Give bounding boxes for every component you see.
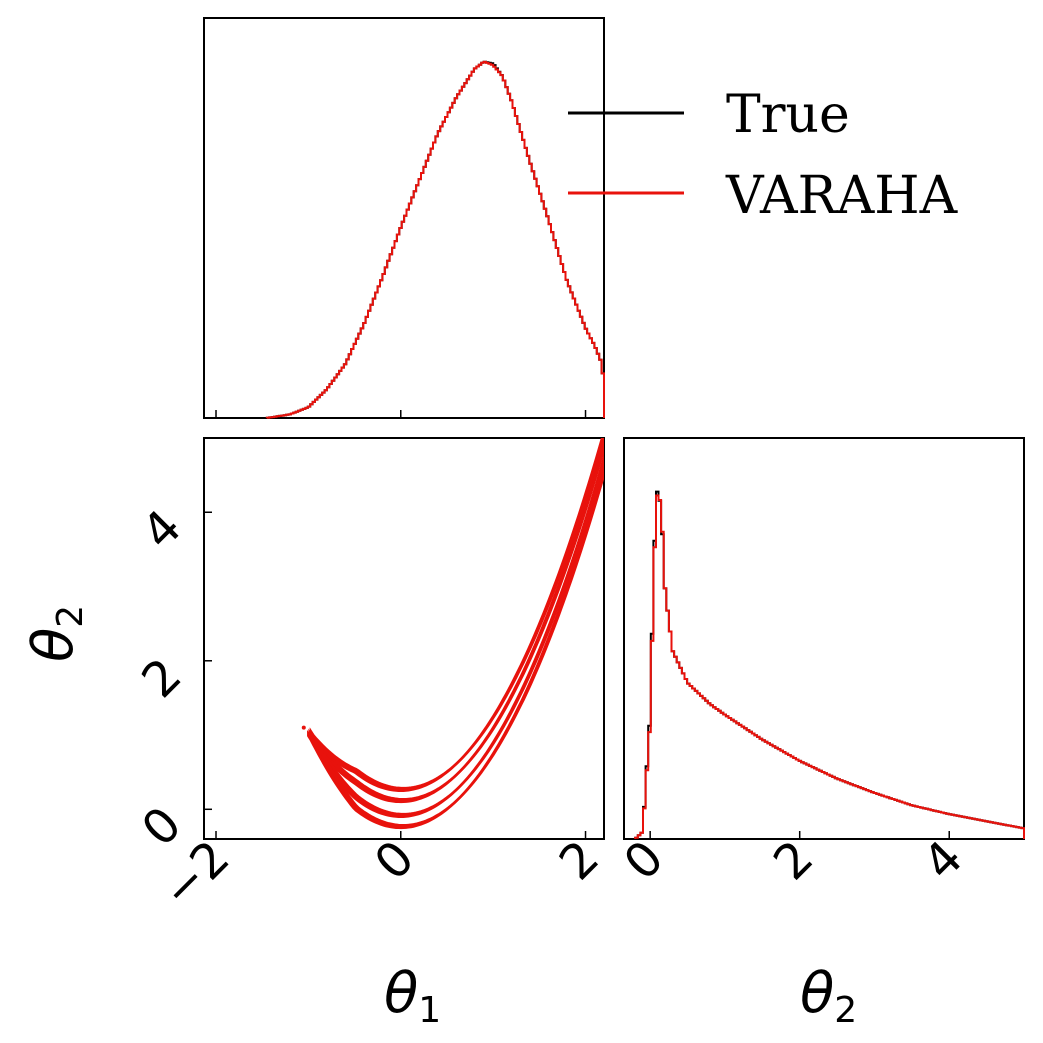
joint-contour-varaha-0-0 xyxy=(307,438,604,818)
joint-contours xyxy=(301,438,604,830)
joint-outlier-point xyxy=(301,725,306,730)
joint-contour-clip xyxy=(301,438,604,830)
panel-theta1-marginal-frame xyxy=(203,17,605,419)
panel-theta2-marginal-frame xyxy=(623,437,1025,840)
joint-contour-varaha-1-1 xyxy=(308,438,604,828)
x-axis-label-theta2: θ2 xyxy=(800,961,857,1031)
x-axis-label-theta1-symbol: θ xyxy=(384,961,418,1026)
joint-ytick-label-1: 2 xyxy=(131,648,192,709)
legend: True VARAHA xyxy=(568,85,959,226)
joint-ytick-label-2: 4 xyxy=(131,499,192,560)
joint-contour-varaha-1-2 xyxy=(309,438,604,827)
x-axis-label-theta2-symbol: θ xyxy=(800,961,834,1026)
legend-label-true: True xyxy=(726,85,850,145)
x-axis-label-theta2-subscript: 2 xyxy=(834,990,857,1031)
theta2-hist-true xyxy=(634,490,1025,839)
theta1-marginal-histograms xyxy=(265,60,605,419)
theta1-hist-varaha xyxy=(265,60,605,419)
joint-contour-varaha-0-2 xyxy=(309,444,604,816)
y-axis-label-theta2-symbol: θ xyxy=(21,628,86,662)
joint-contour-varaha-1-0 xyxy=(307,438,604,830)
y-axis-label-theta2: θ2 xyxy=(21,605,91,662)
joint-contour-true-0 xyxy=(307,439,604,818)
x-axis-label-theta1-subscript: 1 xyxy=(418,990,441,1031)
theta2-marginal-histograms xyxy=(634,490,1025,839)
joint-contour-varaha-0-1 xyxy=(308,441,604,817)
legend-label-varaha: VARAHA xyxy=(725,166,959,226)
joint-contour-true-1 xyxy=(307,438,604,829)
x-axis-label-theta1: θ1 xyxy=(384,961,441,1031)
theta2-hist-varaha xyxy=(634,494,1025,839)
tick-marks xyxy=(204,410,950,839)
y-axis-label-theta2-subscript: 2 xyxy=(50,605,91,628)
panel-joint-frame xyxy=(203,437,605,840)
